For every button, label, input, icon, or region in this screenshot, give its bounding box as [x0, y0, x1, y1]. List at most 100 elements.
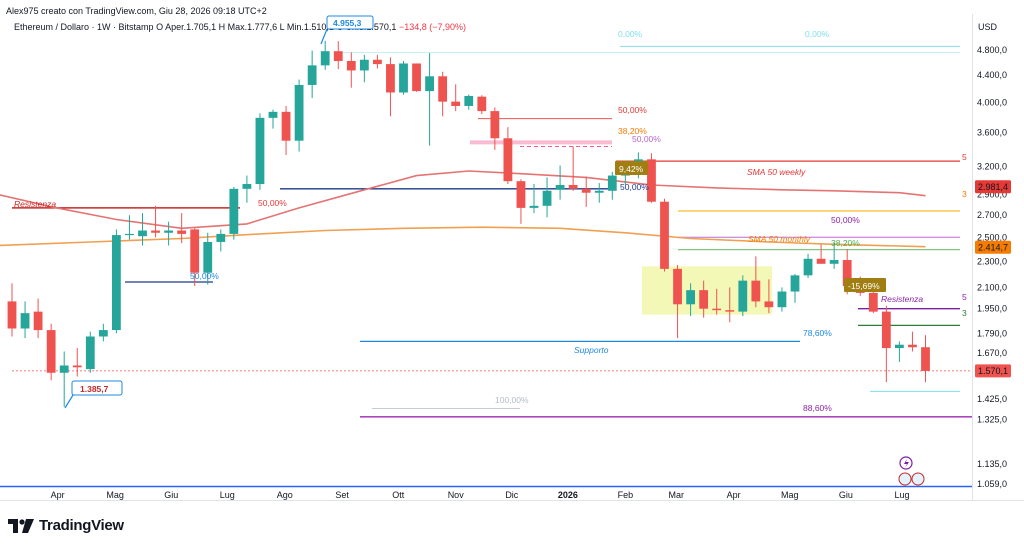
candle [294, 79, 304, 152]
candle-body [177, 230, 187, 234]
candle [255, 113, 265, 190]
candle [895, 341, 904, 362]
y-tick-label: 1.670,0 [977, 348, 1007, 358]
candle-body [751, 280, 761, 302]
candle [568, 146, 578, 191]
y-tick-label: 1.790,0 [977, 328, 1007, 338]
candle [516, 179, 526, 224]
y-tick-label: 4.400,0 [977, 70, 1007, 80]
candle-body [764, 301, 774, 308]
fib-50-low-label: 50,00% [190, 271, 219, 281]
fib-0-label-b: 0,00% [805, 29, 830, 39]
candle [529, 184, 539, 214]
candle-body [790, 275, 800, 292]
price-tag-label: 2.981,4 [978, 182, 1008, 192]
fib-50-mid-label: 50,00% [632, 134, 661, 144]
candle [138, 213, 147, 246]
fib-100-label: 100,00% [495, 395, 529, 405]
x-tick-label: Ott [392, 490, 405, 500]
candle-body [346, 60, 356, 71]
currency-label[interactable]: USD [978, 22, 998, 32]
candle [320, 40, 330, 70]
candle-body [777, 291, 787, 308]
edge-label-5: 5 [962, 152, 967, 162]
candle-body [294, 84, 304, 141]
candle-body [98, 330, 108, 337]
candle-body [242, 184, 252, 189]
candle [542, 177, 552, 218]
candle-body [555, 184, 565, 190]
candle-body [333, 51, 343, 61]
candle [581, 176, 591, 207]
x-tick-label: 2026 [558, 490, 578, 500]
price-tag-box [975, 180, 1011, 194]
sma-weekly-label: SMA 50 weekly [747, 167, 806, 177]
symbol-name[interactable]: Ethereum / Dollaro · 1W · Bitstamp [14, 22, 154, 32]
candle-body [529, 205, 539, 208]
x-tick-label: Nov [448, 490, 465, 500]
candle-body [399, 63, 408, 93]
x-tick-label: Ago [277, 490, 293, 500]
candle-body [594, 190, 604, 193]
candle [359, 54, 369, 83]
candle-body [359, 59, 369, 71]
candle [803, 253, 813, 278]
candle [190, 228, 200, 287]
candle-body [151, 230, 160, 233]
candle-body [85, 336, 95, 370]
low-callout-box [71, 380, 123, 396]
candle-body [307, 65, 317, 85]
resistance-label: Resistenza [14, 199, 56, 209]
candle [203, 232, 213, 285]
resistance2-label: Resistenza [881, 294, 923, 304]
candle-body [516, 181, 526, 208]
fib-50-left-label: 50,00% [258, 198, 287, 208]
fib-50-top-label: 50,00% [618, 105, 647, 115]
y-tick-label: 2.500,0 [977, 232, 1007, 242]
candle-body [268, 111, 278, 118]
candle-body [842, 260, 852, 287]
y-tick-label: 2.900,0 [977, 190, 1007, 200]
x-tick-label: Dic [505, 490, 518, 500]
candle-body [281, 111, 291, 141]
candle [881, 305, 891, 383]
candle [399, 60, 408, 95]
y-tick-label: 1.135,0 [977, 459, 1007, 469]
price-tag-box [975, 240, 1011, 254]
candle [738, 275, 748, 317]
candle [281, 105, 291, 156]
candle-body [203, 241, 213, 273]
fib-38-right-label: 38,20% [831, 238, 860, 248]
x-tick-label: Lug [894, 490, 909, 500]
ohlc-change: −134,8 (−7,90%) [398, 22, 467, 32]
candle [242, 175, 252, 203]
candle [125, 215, 134, 240]
candle [112, 229, 121, 334]
x-tick-label: Giu [839, 490, 853, 500]
edge-label-3b: 3 [962, 308, 967, 318]
ohlc-open: O Aper.1.705,1 [156, 22, 217, 32]
candle-body [451, 101, 461, 106]
candle [594, 183, 604, 203]
candle [85, 331, 95, 373]
tradingview-logo[interactable]: TradingView [8, 517, 124, 534]
y-tick-label: 4.800,0 [977, 45, 1007, 55]
candle-body [7, 301, 17, 329]
candle [464, 94, 474, 110]
candle [438, 71, 448, 117]
candle [686, 283, 695, 317]
candle [451, 84, 461, 112]
high-callout-box [326, 15, 374, 30]
candle-body [216, 233, 226, 242]
ohlc-high: H Max.1.777,6 [218, 22, 278, 32]
time-axis: Apr Mag Giu Lug Ago Set Ott Nov Dic 2026 Feb Mar Apr… [51, 490, 910, 500]
candle [647, 153, 656, 203]
price-axis: 4.800,0 4.400,0 4.000,0 3.600,0 3.200,0 2.900… [975, 45, 1011, 489]
candle-body [542, 190, 552, 206]
candle [164, 221, 173, 246]
y-tick-label: 2.100,0 [977, 282, 1007, 292]
candle [790, 274, 800, 303]
candle-body [229, 188, 239, 234]
candle-body [164, 230, 173, 233]
